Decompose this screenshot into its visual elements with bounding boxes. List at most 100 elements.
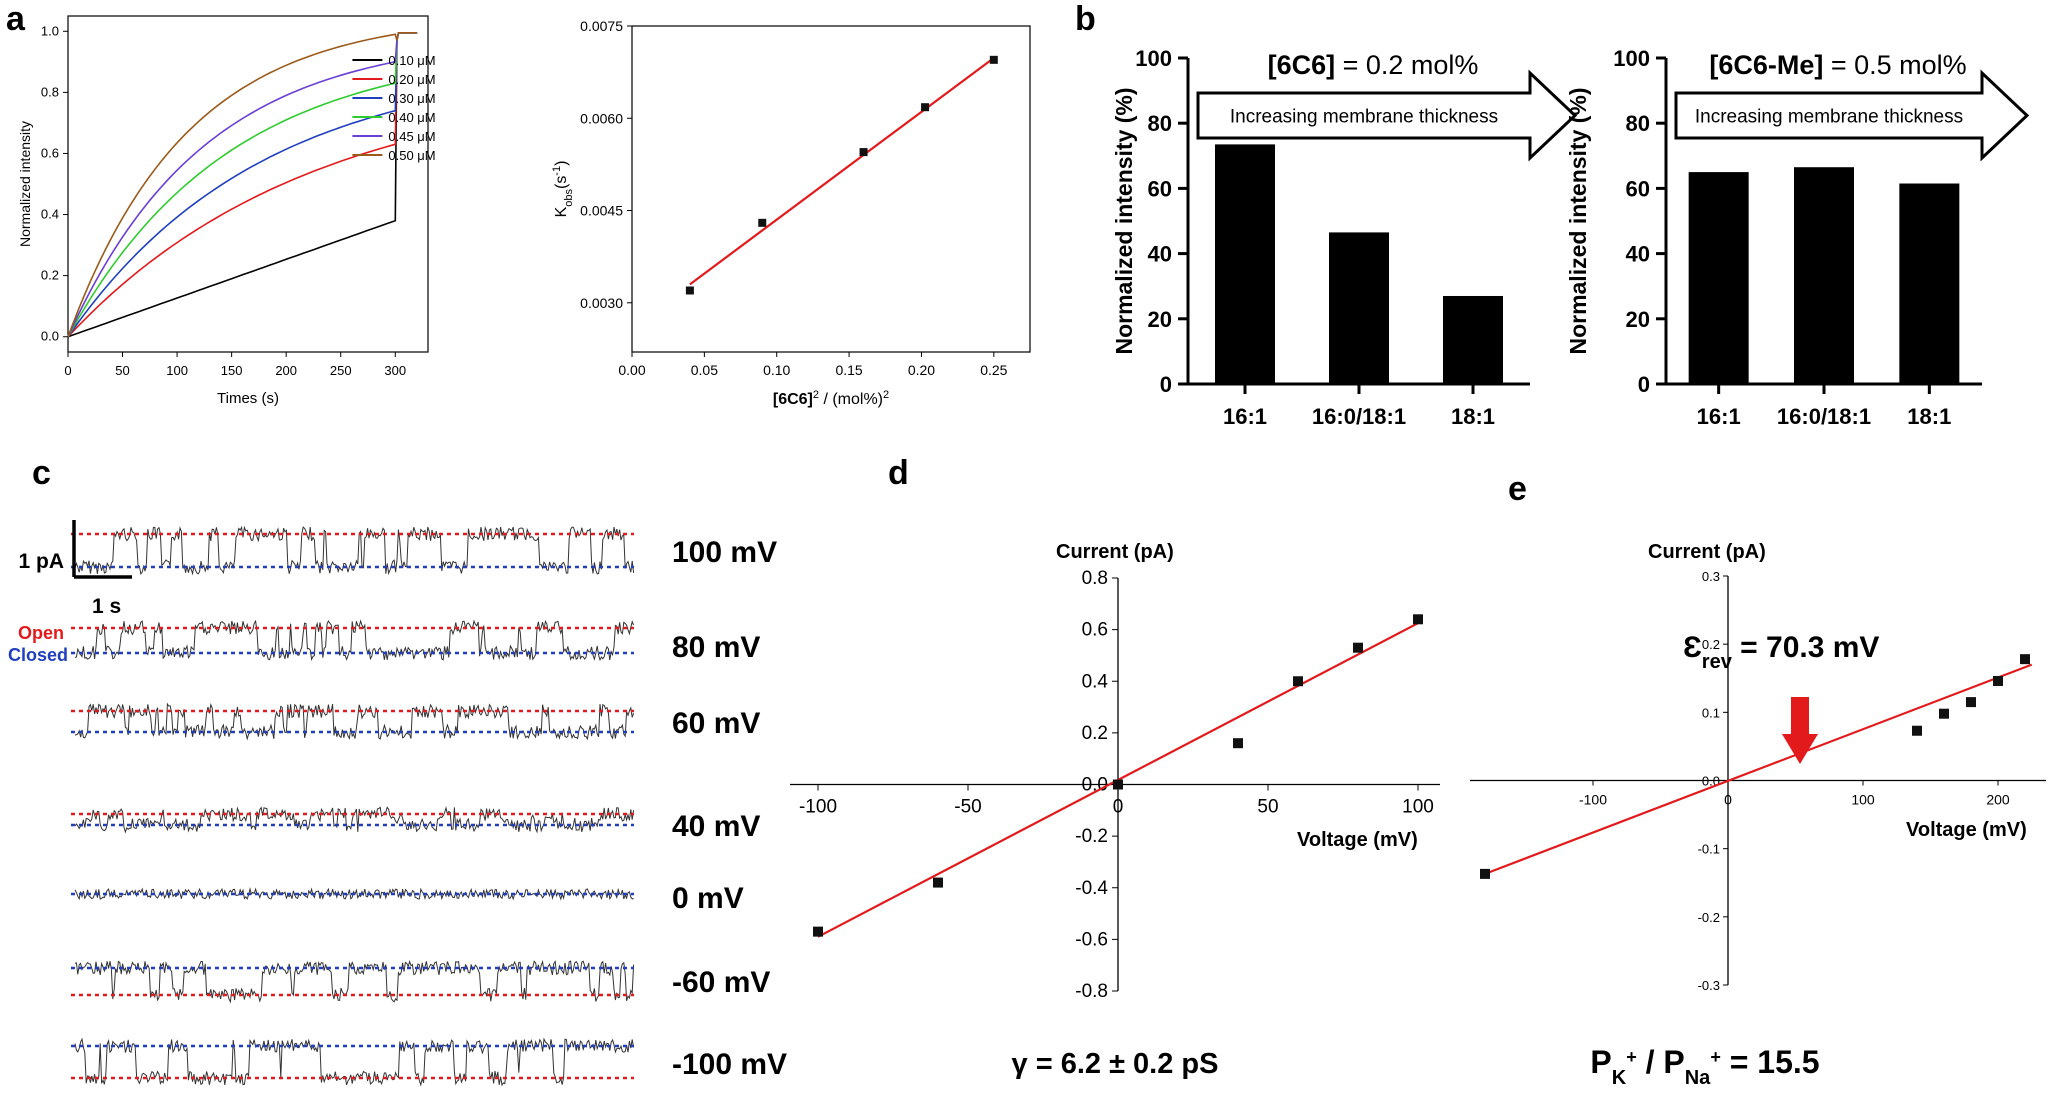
data-point (933, 877, 943, 888)
panel-label-e: e (1508, 470, 1527, 508)
y-label-sup: -1 (551, 166, 563, 176)
plot-frame (631, 25, 1031, 353)
data-point (2020, 654, 2030, 665)
y-tick-label: -0.6 (1075, 929, 1108, 950)
cap-p1: P (1590, 1044, 1611, 1080)
y-tick-label: 0.4 (1082, 671, 1109, 692)
bar (1443, 295, 1503, 384)
bar (1794, 167, 1854, 384)
cap-sup2: + (1710, 1047, 1721, 1067)
x-tick-label: -100 (799, 797, 837, 818)
y-tick-label: 0.2 (41, 268, 59, 283)
y-tick-label: 40 (1148, 242, 1172, 267)
y-tick-label: 1.0 (41, 23, 59, 38)
x-tick-label: 0.00 (618, 362, 645, 378)
fit-line (1484, 663, 2033, 875)
voltage-label: 100 mV (672, 536, 777, 569)
title-rest: = 0.5 mol% (1823, 50, 1966, 80)
x-tick-label: 50 (1257, 797, 1278, 818)
cap-end: = 15.5 (1721, 1044, 1820, 1080)
y-tick-label: 0.2 (1082, 723, 1108, 744)
chart-b-6c6me-bars: 0 20 40 60 80 100 Normalized intensity (%) 16:1… (1565, 46, 2030, 429)
chart-b-6c6-bars: 0 20 40 60 80 100 Normalized intensity (%) 16:1… (1111, 46, 1578, 429)
series-line (67, 31, 418, 337)
y-axis-label: Kobs(s-1) (551, 161, 575, 218)
y-axis-label: Current (pA) (1648, 541, 1766, 563)
y-tick-label: -0.4 (1075, 878, 1108, 899)
x-tick-label: 18:1 (1451, 404, 1495, 429)
plot-frame (67, 15, 429, 353)
x-tick-label: 16:0/18:1 (1777, 404, 1871, 429)
y-tick-label: 0.8 (41, 84, 59, 99)
y-tick-label: 0.0045 (580, 203, 623, 219)
data-point (1993, 675, 2003, 686)
x-tick-label: 200 (275, 363, 297, 378)
x-tick-label: 0.25 (980, 362, 1007, 378)
data-point (758, 218, 767, 227)
y-tick-label: 0.4 (41, 207, 59, 222)
scale-y-label: 1 pA (18, 550, 64, 573)
x-tick-label: 0.15 (835, 362, 862, 378)
data-point (1233, 738, 1243, 749)
y-label-sub: obs (563, 189, 575, 207)
y-tick-label: -0.8 (1075, 981, 1108, 1002)
data-point (813, 926, 823, 937)
y-tick-label: 0 (1160, 372, 1172, 397)
y-tick-label: 0.0060 (580, 110, 623, 126)
y-tick-label: 100 (1135, 46, 1172, 71)
chart-c-traces: 100 mV 80 mV 60 mV 40 mV 0 mV -60 mV -100 mV 1 … (8, 520, 787, 1087)
fit-line (689, 57, 995, 286)
series-line (67, 31, 418, 338)
thickness-arrow (1196, 69, 1578, 162)
y-tick-label: 60 (1626, 176, 1650, 201)
current-trace (74, 806, 635, 834)
x-tick-label: 100 (1851, 792, 1875, 808)
y-tick-label: -0.2 (1698, 910, 1720, 925)
y-tick-label: 80 (1626, 111, 1650, 136)
y-tick-label: 0.6 (1082, 620, 1108, 641)
arrow-label: Increasing membrane thickness (1230, 107, 1498, 128)
bar (1329, 232, 1389, 384)
x-tick-label: 0 (1724, 792, 1732, 808)
scale-x-label: 1 s (92, 595, 121, 618)
x-tick-label: 100 (1402, 797, 1434, 818)
data-point (1939, 708, 1949, 719)
x-axis-label: [6C6]2 / (mol%)2 (773, 389, 889, 408)
reversal-annotation: Ɛrev = 70.3 mV (1683, 631, 1879, 673)
data-point (921, 103, 930, 112)
x-tick-label: 200 (1986, 792, 2010, 808)
legend-label: 0.45 μM (388, 129, 435, 144)
conductance-caption: γ = 6.2 ± 0.2 pS (1012, 1048, 1219, 1080)
y-tick-label: -0.1 (1698, 842, 1720, 857)
cap-sup1: + (1626, 1047, 1637, 1067)
title-bold: [6C6] (1268, 50, 1336, 80)
y-tick-label: 0.0030 (580, 295, 623, 311)
x-axis-label: Voltage (mV) (1297, 829, 1418, 851)
data-point (1293, 676, 1303, 687)
data-point (1480, 868, 1490, 879)
cap-sub1: K (1612, 1067, 1627, 1089)
cap-sub2: Na (1685, 1067, 1711, 1089)
y-tick-label: 20 (1148, 307, 1172, 332)
chart-a-kinetics: 0 50 100 150 200 250 300 0.0 0.2 0.4 0.6 0.8 1.0 Time… (17, 15, 436, 407)
x-axis-label: Voltage (mV) (1906, 819, 2027, 841)
x-tick-label: 0.10 (763, 362, 790, 378)
data-point (859, 148, 868, 157)
y-label-main: K (553, 206, 570, 217)
y-tick-label: 20 (1626, 307, 1650, 332)
y-tick-label: 0.0 (41, 329, 59, 344)
x-tick-label: 100 (166, 363, 188, 378)
y-axis-label: Normalized intensity (17, 121, 33, 247)
panel-label-b: b (1075, 0, 1096, 38)
series-line (67, 31, 418, 338)
x-label-sup2: 2 (883, 389, 889, 401)
data-point (685, 286, 694, 295)
voltage-label: 80 mV (672, 631, 760, 664)
x-tick-label: -100 (1579, 792, 1607, 808)
voltage-label: 60 mV (672, 707, 760, 740)
reversal-arrow (1782, 697, 1818, 764)
y-tick-label: 80 (1148, 111, 1172, 136)
x-label-rest: / (mol%) (819, 391, 883, 408)
y-tick-label: 40 (1626, 242, 1650, 267)
